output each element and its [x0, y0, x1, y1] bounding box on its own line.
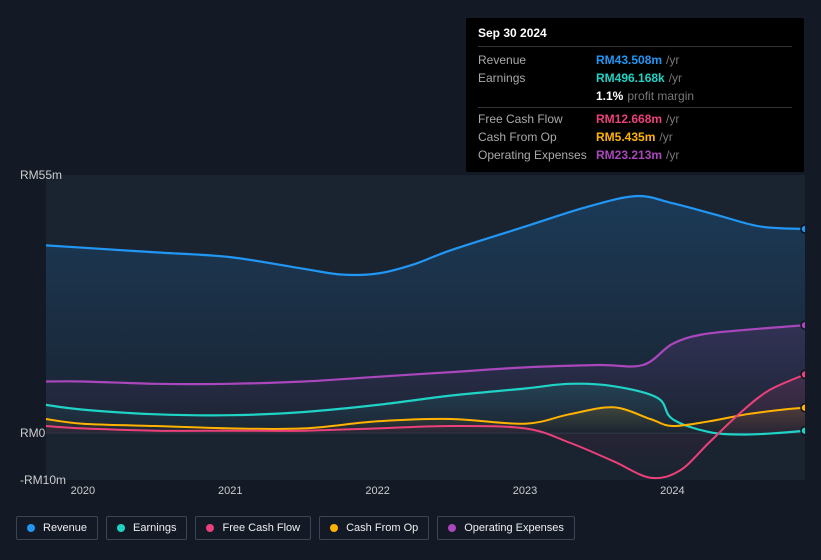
tooltip-label: Free Cash Flow: [478, 112, 596, 126]
y-label: RM55m: [20, 168, 62, 182]
tooltip-row-fcf: Free Cash FlowRM12.668m/yr: [478, 110, 792, 128]
series-end-marker-cfo[interactable]: [801, 404, 805, 412]
tooltip-row-cfo: Cash From OpRM5.435m/yr: [478, 128, 792, 146]
tooltip-row-earnings: EarningsRM496.168k/yr: [478, 69, 792, 87]
financials-chart[interactable]: [16, 160, 805, 480]
series-end-marker-opex[interactable]: [801, 321, 805, 329]
tooltip-label: Cash From Op: [478, 130, 596, 144]
tooltip-row-opex: Operating ExpensesRM23.213m/yr: [478, 146, 792, 164]
tooltip-unit: /yr: [666, 112, 679, 126]
tooltip-row-revenue: RevenueRM43.508m/yr: [478, 51, 792, 69]
legend-dot-icon: [330, 524, 338, 532]
legend-item-earnings[interactable]: Earnings: [106, 516, 187, 540]
legend-item-revenue[interactable]: Revenue: [16, 516, 98, 540]
tooltip-label: Earnings: [478, 71, 596, 85]
tooltip-unit: /yr: [666, 53, 679, 67]
tooltip-value: RM23.213m: [596, 148, 662, 162]
x-label: 2022: [365, 485, 389, 497]
legend-label: Earnings: [133, 522, 176, 534]
tooltip-value: 1.1%: [596, 89, 623, 103]
tooltip-value: RM12.668m: [596, 112, 662, 126]
tooltip-value: RM43.508m: [596, 53, 662, 67]
tooltip-unit: profit margin: [627, 89, 694, 103]
legend-label: Cash From Op: [346, 522, 418, 534]
x-axis-labels: 2020 2021 2022 2023 2024: [16, 485, 805, 501]
tooltip-separator: [478, 107, 792, 108]
legend-dot-icon: [27, 524, 35, 532]
tooltip-row-margin: 1.1% profit margin: [478, 87, 792, 105]
chart-legend: Revenue Earnings Free Cash Flow Cash From O…: [16, 516, 575, 540]
legend-dot-icon: [117, 524, 125, 532]
legend-label: Revenue: [43, 522, 87, 534]
x-label: 2020: [71, 485, 95, 497]
chart-tooltip: Sep 30 2024RevenueRM43.508m/yrEarningsRM…: [466, 18, 804, 172]
tooltip-value: RM496.168k: [596, 71, 665, 85]
legend-item-opex[interactable]: Operating Expenses: [437, 516, 575, 540]
series-end-marker-fcf[interactable]: [801, 370, 805, 378]
legend-label: Free Cash Flow: [222, 522, 300, 534]
y-label: -RM10m: [20, 473, 66, 487]
tooltip-label: Operating Expenses: [478, 148, 596, 162]
series-end-marker-earnings[interactable]: [801, 427, 805, 435]
x-label: 2021: [218, 485, 242, 497]
y-label: RM0: [20, 426, 45, 440]
legend-item-fcf[interactable]: Free Cash Flow: [195, 516, 311, 540]
legend-dot-icon: [448, 524, 456, 532]
series-end-marker-revenue[interactable]: [801, 225, 805, 233]
x-label: 2023: [513, 485, 537, 497]
chart-area: [16, 160, 805, 495]
tooltip-unit: /yr: [659, 130, 672, 144]
legend-dot-icon: [206, 524, 214, 532]
tooltip-date: Sep 30 2024: [478, 26, 792, 47]
x-label: 2024: [660, 485, 684, 497]
tooltip-value: RM5.435m: [596, 130, 655, 144]
legend-item-cfo[interactable]: Cash From Op: [319, 516, 429, 540]
legend-label: Operating Expenses: [464, 522, 564, 534]
tooltip-label: Revenue: [478, 53, 596, 67]
tooltip-unit: /yr: [669, 71, 682, 85]
tooltip-unit: /yr: [666, 148, 679, 162]
